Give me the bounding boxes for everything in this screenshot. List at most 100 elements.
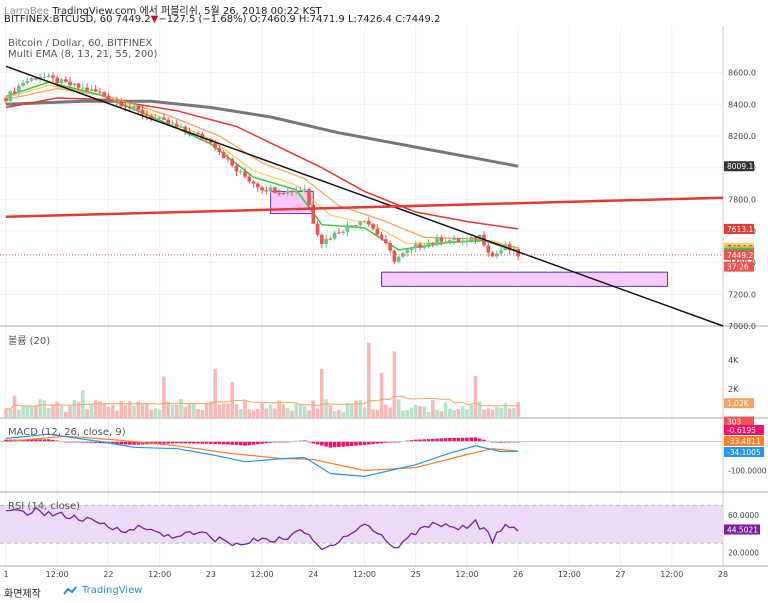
volume-bar	[516, 402, 520, 418]
candle-body	[307, 189, 311, 205]
volume-bar	[435, 409, 439, 418]
volume-bar	[191, 402, 196, 418]
macd-histogram-bar	[46, 439, 51, 442]
volume-bar	[490, 409, 495, 418]
volume-bar	[486, 408, 491, 418]
candle-body	[243, 171, 247, 177]
candle-body	[320, 234, 324, 245]
candle-body	[247, 176, 252, 182]
macd-histogram-bar	[38, 439, 42, 442]
macd-label[interactable]: MACD (12, 26, close, 9)	[8, 427, 126, 438]
volume-bar	[127, 401, 132, 418]
volume-bar	[294, 402, 299, 418]
candle-body	[460, 241, 465, 243]
candle-body	[89, 89, 94, 91]
volume-bar	[405, 410, 409, 418]
macd-histogram-bar	[247, 441, 252, 446]
macd-histogram-bar	[456, 437, 461, 442]
macd-histogram-bar	[452, 437, 456, 442]
candle-body	[85, 87, 89, 91]
candle-body	[55, 77, 60, 84]
price-tick-label: 8200.0	[728, 132, 756, 141]
volume-bar	[328, 405, 333, 418]
volume-bar	[443, 402, 448, 418]
volume-bar	[140, 404, 145, 418]
candle-body	[51, 75, 55, 78]
volume-label[interactable]: 볼륨 (20)	[8, 335, 50, 347]
macd-histogram-bar	[85, 441, 89, 443]
volume-bar	[268, 404, 273, 418]
candle-body	[469, 237, 473, 241]
candle-body	[149, 115, 153, 119]
macd-histogram-bar	[209, 441, 213, 444]
volume-bar	[307, 410, 311, 418]
candle-body	[328, 238, 333, 240]
macd-histogram-bar	[132, 441, 136, 445]
macd-histogram-bar	[362, 441, 367, 445]
volume-bar	[473, 376, 478, 418]
volume-bar	[495, 407, 499, 418]
macd-histogram-bar	[187, 441, 192, 444]
candle-body	[264, 190, 269, 192]
volume-bar	[413, 404, 418, 418]
volume-bar	[324, 399, 328, 418]
chart-area[interactable]: 1 12:00 22 12:00 23 12:00 24 12:00 25 12:00 26 12:0…	[0, 26, 768, 582]
candle-body	[29, 78, 34, 81]
candle-body	[234, 165, 239, 172]
candle-body	[354, 225, 358, 227]
candle-body	[324, 238, 328, 245]
candle-body	[127, 107, 132, 109]
rsi-label[interactable]: RSI (14, close)	[8, 501, 80, 512]
macd-histogram-bar	[448, 437, 452, 442]
volume-bar	[221, 403, 226, 418]
volume-bar	[256, 409, 260, 418]
candle-body	[34, 78, 38, 80]
volume-bar	[226, 403, 230, 418]
macd-histogram-bar	[375, 441, 380, 444]
volume-bar	[68, 406, 72, 418]
ema-legend[interactable]: Multi EMA (8, 13, 21, 55, 200)	[8, 49, 158, 60]
macd-histogram-bar	[42, 439, 47, 442]
candle-body	[358, 221, 363, 226]
candle-body	[59, 79, 64, 84]
candle-body	[226, 158, 230, 160]
grid	[0, 26, 724, 566]
volume-bar	[392, 351, 397, 418]
macd-histogram-bar	[115, 441, 119, 445]
candle-body	[102, 92, 106, 96]
trendlines[interactable]	[5, 65, 724, 327]
macd-histogram-bar	[328, 441, 333, 448]
candle-body	[396, 256, 401, 262]
time-tick-label: 12:00	[148, 570, 171, 579]
volume-bar	[482, 409, 486, 418]
time-tick-label: 27	[615, 570, 625, 579]
price-label: 8009.1	[727, 162, 753, 171]
candle-body	[490, 252, 495, 257]
macd-histogram-bar	[422, 439, 427, 442]
macd-histogram-bar	[200, 441, 205, 444]
volume-bar	[285, 408, 290, 418]
candle-body	[256, 183, 260, 188]
macd-value-label-bg	[724, 436, 764, 446]
rsi-value-label: 44.5021	[727, 525, 758, 534]
candle-body	[17, 85, 21, 93]
author-name[interactable]: LarraBee	[4, 6, 50, 17]
volume-bar	[349, 404, 354, 418]
volume-bar	[85, 409, 89, 418]
candle-body	[294, 190, 299, 193]
macd-value-label-bg	[724, 425, 764, 435]
volume-bar	[247, 409, 252, 418]
volume-bar	[260, 403, 264, 418]
volume-bar	[8, 409, 13, 418]
brand-name[interactable]: TradingView	[82, 585, 143, 596]
volume-bar	[396, 399, 401, 418]
volume-bar	[290, 410, 294, 418]
macd-histogram-bar	[315, 441, 320, 445]
volume-bar	[46, 408, 51, 418]
ema200-line	[5, 99, 519, 168]
macd-histogram-bar	[354, 441, 358, 446]
rsi-tick-label: 20.0000	[728, 549, 759, 558]
volume-bar	[200, 410, 205, 418]
volume-tick-label: 2K	[728, 385, 739, 394]
candle-body	[179, 126, 183, 128]
